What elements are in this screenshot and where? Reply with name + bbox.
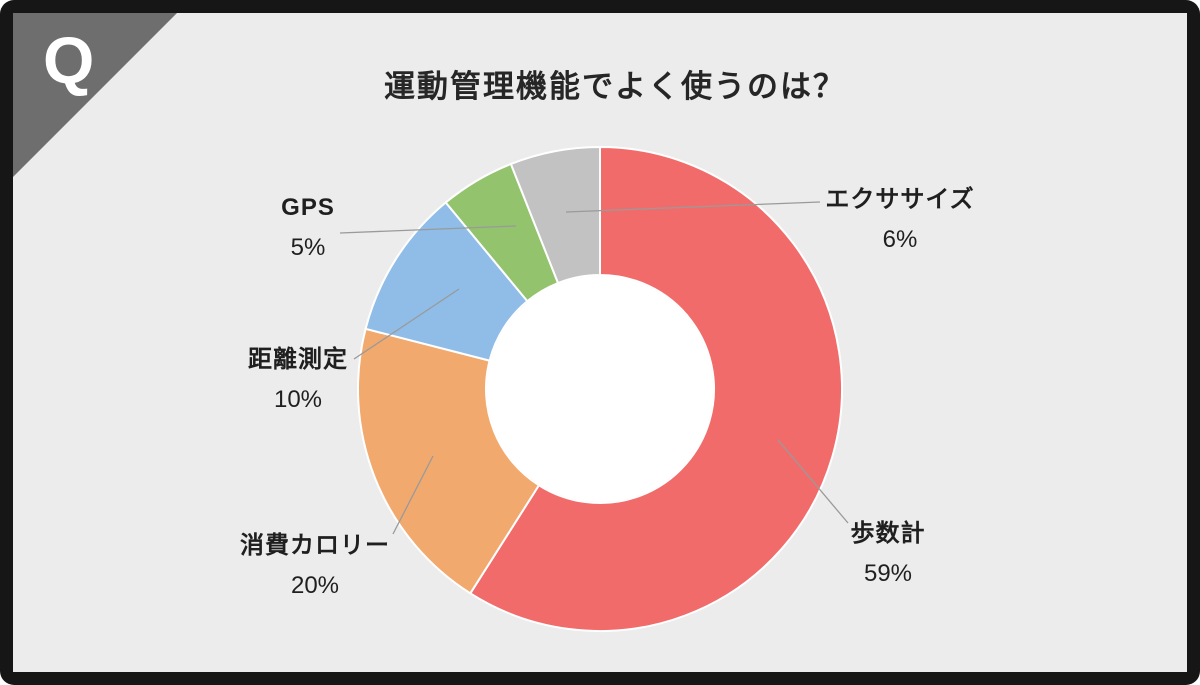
callout-distance-label: 距離測定 (248, 346, 348, 373)
donut-segment-5 (509, 146, 601, 285)
callout-calories: 消費カロリー 20% (235, 532, 395, 601)
donut-segment-2 (357, 327, 540, 595)
leader-line-distance (353, 288, 460, 360)
callout-exercise-label: エクササイズ (825, 186, 975, 213)
leader-line-gps (339, 225, 517, 234)
callout-exercise-value: 6% (882, 225, 918, 253)
callout-distance: 距離測定 10% (218, 346, 378, 415)
donut-segments (357, 146, 843, 632)
callout-calories-label: 消費カロリー (240, 532, 390, 559)
chart-title: 運動管理機能でよく使うのは？ (384, 69, 846, 104)
callout-exercise: エクササイズ 6% (810, 186, 990, 255)
donut-segment-1 (469, 146, 843, 632)
callout-calories-value: 20% (290, 571, 340, 599)
callout-gps: GPS 5% (228, 194, 388, 263)
callout-pedometer-value: 59% (863, 559, 913, 587)
leader-line-calories (392, 455, 434, 535)
callout-gps-label: GPS (281, 194, 335, 221)
leader-line-pedometer (777, 439, 849, 524)
leader-lines (339, 201, 849, 535)
callout-pedometer-label: 歩数計 (850, 520, 926, 547)
question-letter: Q (43, 23, 95, 97)
callout-pedometer: 歩数計 59% (828, 520, 948, 589)
leader-line-exercise (565, 201, 821, 213)
callout-gps-value: 5% (290, 233, 326, 261)
callout-distance-value: 10% (273, 385, 323, 413)
donut-hole (487, 276, 713, 502)
